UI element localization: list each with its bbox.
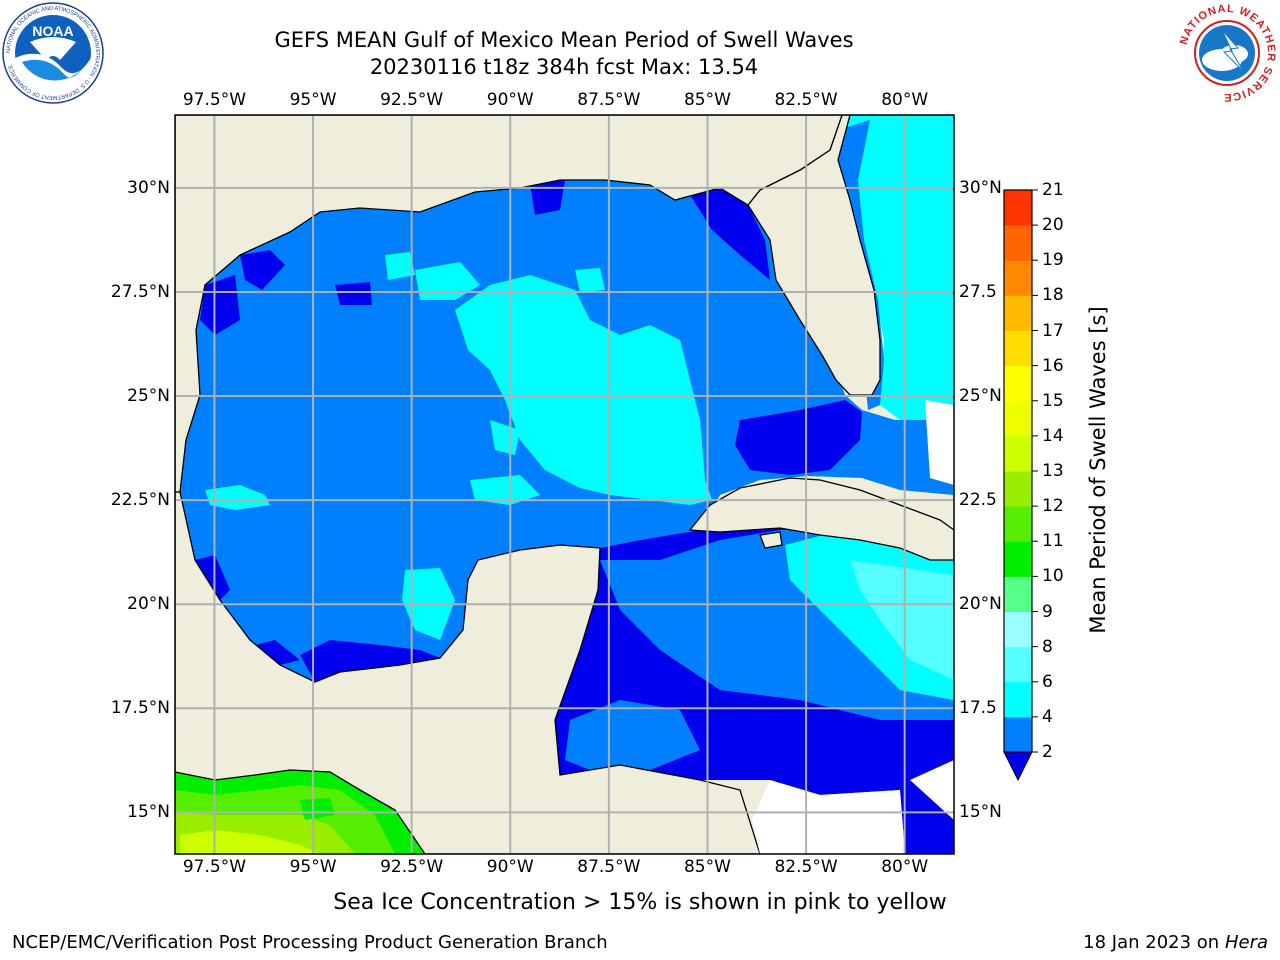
- lat-tick-label-right: 15°N: [959, 802, 1002, 823]
- map-frame: [174, 114, 955, 855]
- lon-tick-label-top: 90°W: [486, 90, 534, 110]
- lat-tick-label-right: 20°N: [959, 594, 1002, 615]
- colorbar-swatch: [1004, 506, 1032, 542]
- lon-tick-label-top: 95°W: [289, 90, 337, 110]
- colorbar-swatch: [1004, 716, 1032, 753]
- colorbar-tick-label: 18: [1042, 285, 1064, 306]
- colorbar-tick-label: 16: [1042, 355, 1064, 376]
- noaa-logo-text: NOAA: [32, 23, 73, 39]
- colorbar-swatch: [1004, 260, 1032, 296]
- lat-tick-label-right: 30°N: [959, 177, 1002, 198]
- lon-tick-label-bottom: 97.5°W: [182, 857, 247, 877]
- lon-tick-label-top: 87.5°W: [577, 90, 641, 110]
- colorbar-tick-label: 13: [1042, 461, 1064, 481]
- mexico-land: [175, 491, 761, 854]
- colorbar-tick-label: 21: [1042, 180, 1064, 200]
- lon-tick-label-top: 92.5°W: [380, 90, 444, 110]
- cuba-island: [688, 477, 954, 561]
- colorbar-tick-label: 2: [1042, 742, 1053, 762]
- colorbar-swatch: [1004, 541, 1032, 577]
- lon-tick-label-top: 97.5°W: [182, 90, 247, 110]
- colorbar-swatch: [1004, 365, 1032, 402]
- colorbar-tick-label: 8: [1042, 636, 1053, 657]
- northern-gulf-coast: [175, 115, 843, 493]
- lon-tick-label-bottom: 90°W: [486, 857, 534, 877]
- lon-tick-label-top: 82.5°W: [774, 90, 838, 110]
- colorbar-under-extension: [1003, 751, 1033, 782]
- colorbar-swatch: [1004, 295, 1032, 331]
- lat-tick-label-left: 15°N: [127, 802, 170, 823]
- atlantic-water: [838, 115, 954, 420]
- lat-tick-label-left: 25°N: [127, 386, 170, 407]
- generation-date: 18 Jan 2023 on Hera: [1083, 932, 1268, 953]
- colorbar-swatch: [1004, 400, 1032, 437]
- colorbar-swatch: [1004, 646, 1032, 683]
- machine-name: Hera: [1224, 932, 1268, 953]
- lat-tick-label-left: 17.5°N: [110, 698, 170, 719]
- lat-tick-label-left: 20°N: [127, 594, 170, 615]
- colorbar-swatch: [1004, 330, 1032, 367]
- lon-tick-label-bottom: 95°W: [289, 857, 337, 877]
- credit-text: NCEP/EMC/Verification Post Processing Pr…: [12, 932, 608, 953]
- colorbar-swatch: [1004, 471, 1032, 507]
- noaa-logo-icon: NOAA NATIONAL OCEANIC AND ATMOSPHERIC AD…: [2, 2, 104, 104]
- nws-logo-icon: NATIONAL WEATHER SERVICE: [1177, 3, 1277, 103]
- lon-tick-label-top: 80°W: [881, 90, 929, 110]
- colorbar-label: Mean Period of Swell Waves [s]: [1086, 306, 1110, 634]
- colorbar-tick-label: 14: [1042, 425, 1064, 446]
- lat-tick-label-left: 30°N: [127, 177, 170, 198]
- lon-tick-label-bottom: 82.5°W: [774, 857, 838, 877]
- south-atlantic-blank: [752, 780, 905, 854]
- colorbar-swatch: [1004, 611, 1032, 648]
- lat-tick-label-right: 25°N: [959, 386, 1002, 407]
- colorbar-tick-label: 9: [1042, 601, 1053, 622]
- chart-subtitle: 20230116 t18z 384h fcst Max: 13.54: [369, 55, 759, 79]
- lon-tick-label-bottom: 85°W: [683, 857, 731, 877]
- lon-tick-label-top: 85°W: [683, 90, 731, 110]
- colorbar-tick-label: 19: [1042, 250, 1064, 271]
- colorbar-swatch: [1004, 435, 1032, 472]
- sea-ice-note: Sea Ice Concentration > 15% is shown in …: [333, 890, 947, 915]
- lat-tick-label-left: 22.5°N: [110, 490, 170, 511]
- colorbar-swatch: [1004, 681, 1032, 718]
- colorbar-tick-label: 11: [1042, 531, 1064, 552]
- lat-tick-label-right: 22.5: [959, 490, 997, 511]
- lon-tick-label-bottom: 87.5°W: [577, 857, 641, 877]
- lon-tick-label-bottom: 92.5°W: [380, 857, 444, 877]
- colorbar: [1003, 189, 1038, 782]
- date-text: 18 Jan 2023 on: [1083, 932, 1225, 953]
- lat-tick-label-left: 27.5°N: [110, 281, 170, 302]
- colorbar-tick-label: 17: [1042, 320, 1064, 341]
- colorbar-tick-label: 6: [1042, 671, 1053, 692]
- colorbar-swatch: [1004, 190, 1032, 226]
- colorbar-swatch: [1004, 225, 1032, 261]
- colorbar-tick-label: 12: [1042, 496, 1064, 517]
- colorbar-tick-label: 10: [1042, 566, 1064, 587]
- lon-tick-label-bottom: 80°W: [881, 857, 929, 877]
- colorbar-tick-label: 15: [1042, 390, 1064, 411]
- lat-tick-label-right: 27.5: [959, 281, 997, 302]
- colorbar-tick-label: 4: [1042, 706, 1053, 727]
- swell-4-6s-region: [455, 275, 712, 505]
- chart-title: GEFS MEAN Gulf of Mexico Mean Period of …: [274, 28, 854, 52]
- colorbar-swatch: [1004, 576, 1032, 612]
- lat-tick-label-right: 17.5: [959, 698, 997, 719]
- colorbar-tick-label: 20: [1042, 215, 1064, 236]
